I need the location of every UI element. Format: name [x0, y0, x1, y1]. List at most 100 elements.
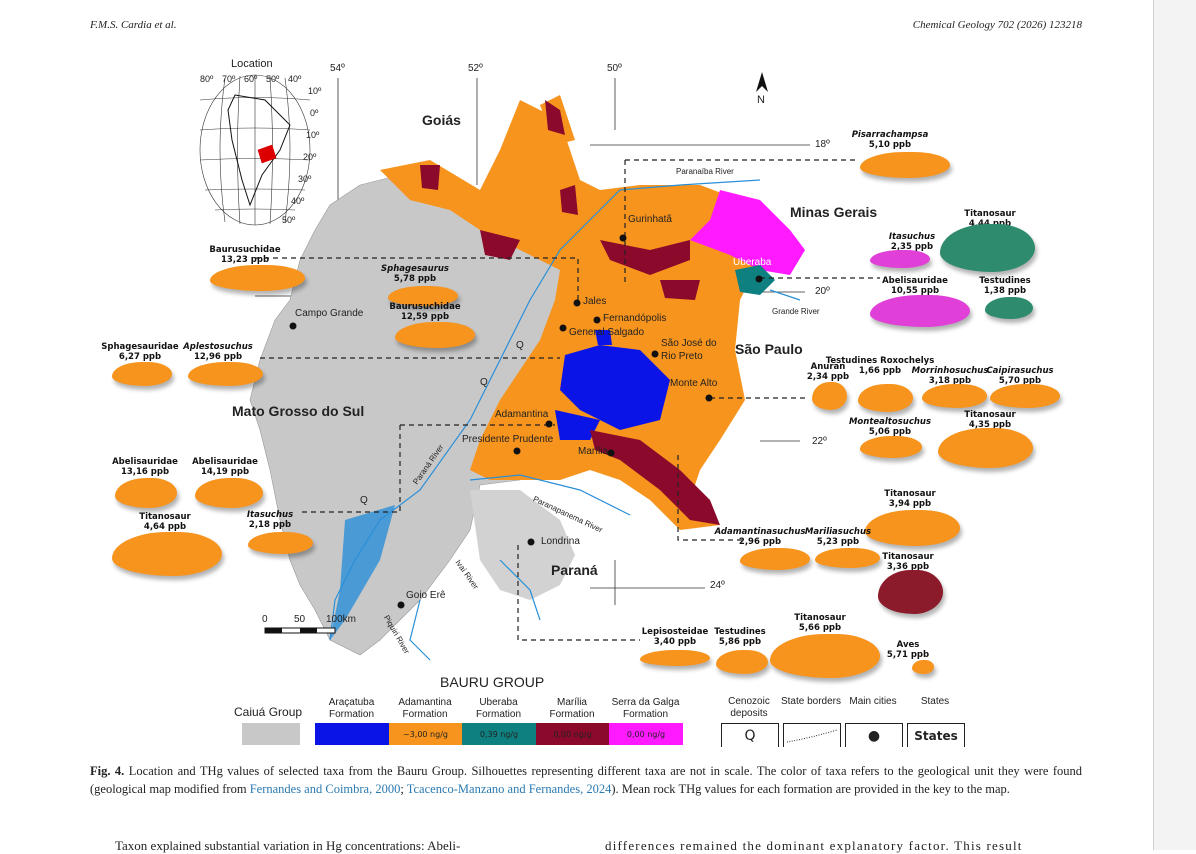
taxon-label: Itasuchus 2,18 ppb	[247, 510, 293, 530]
taxon-label: Titanosaur 4,64 ppb	[139, 512, 190, 532]
taxon-silhouette	[912, 660, 934, 674]
legend-symbol-label: Main cities	[849, 696, 897, 707]
taxon-name: Titanosaur	[882, 552, 934, 562]
longitude-label: 52º	[468, 63, 483, 74]
cenozoic-q-mark: Q	[480, 377, 488, 388]
body-text-right: differences remained the dominant explan…	[605, 838, 1023, 853]
legend-formation-swatch: 0,00 ng/g	[535, 723, 610, 745]
taxon-silhouette	[210, 265, 305, 291]
city-label: Fernandópolis	[603, 313, 667, 324]
taxon-silhouette	[878, 570, 943, 614]
legend-formation-label: Araçatuba Formation	[328, 697, 375, 720]
legend-formation-label: Adamantina Formation	[398, 697, 452, 720]
taxon-thg-value: 4,64 ppb	[143, 522, 187, 532]
taxon-silhouette	[195, 478, 263, 508]
taxon-name: Abelisauridae	[112, 457, 178, 467]
taxon-silhouette	[815, 548, 880, 568]
geological-map	[199, 72, 880, 661]
inset-lat-tick: 30º	[298, 174, 312, 184]
marilia-formation-areas	[420, 100, 720, 525]
reference-link[interactable]: Tcacenco-Manzano and Fernandes, 2024	[406, 782, 612, 796]
reference-link[interactable]: Fernandes and Coimbra, 2000	[249, 782, 401, 796]
taxon-label: Baurusuchidae 13,23 ppb	[209, 245, 280, 265]
north-label: N	[757, 94, 765, 106]
taxon-thg-value: 12,96 ppb	[193, 352, 243, 362]
legend-formation-swatch: 0,39 ng/g	[462, 723, 536, 745]
city-label: Marília	[578, 446, 609, 457]
inset-title: Location	[231, 58, 273, 70]
inset-lat-tick: 40º	[291, 196, 305, 206]
caption-text: Location and THg values of selected taxa…	[90, 764, 1083, 796]
taxon-name: Pisarrachampsa	[851, 130, 929, 140]
state-label: Minas Gerais	[790, 204, 878, 220]
running-header-authors: F.M.S. Cardia et al.	[90, 19, 177, 31]
city-label: São José do Rio Preto	[661, 338, 717, 362]
latitude-label: 20º	[815, 286, 830, 297]
taxon-label: Titanosaur 4,35 ppb	[964, 410, 1015, 430]
taxon-thg-value: 2,96 ppb	[738, 537, 782, 547]
taxon-label: Testudines 5,86 ppb	[714, 627, 765, 647]
taxon-silhouette	[938, 428, 1033, 468]
latitude-label: 18º	[815, 139, 830, 150]
taxon-name: Montealtosuchus	[848, 417, 932, 427]
scale-label: 100km	[326, 614, 357, 625]
taxon-name: Abelisauridae	[192, 457, 258, 467]
city-label: Monte Alto	[670, 378, 718, 389]
scale-label: 0	[262, 614, 268, 625]
taxon-label: Titanosaur 3,36 ppb	[882, 552, 933, 572]
taxon-label: Abelisauridae 14,19 ppb	[192, 457, 258, 477]
state-label: São Paulo	[735, 341, 803, 357]
legend-caiua-swatch	[242, 723, 300, 745]
taxon-thg-value: 5,66 ppb	[798, 623, 842, 633]
taxon-thg-value: 5,06 ppb	[868, 427, 912, 437]
city-label: Londrina	[541, 536, 580, 547]
taxon-silhouette	[188, 362, 263, 386]
inset-lat-tick: 10º	[308, 86, 322, 96]
taxon-thg-value: 5,71 ppb	[886, 650, 930, 660]
taxon-label: Testudines Roxochelys 1,66 ppb	[826, 356, 935, 376]
running-header-journal: Chemical Geology 702 (2026) 123218	[912, 19, 1082, 31]
taxon-label: Titanosaur 5,66 ppb	[794, 613, 845, 633]
adamantina-formation-area	[380, 100, 770, 530]
figure-caption: Fig. 4. Location and THg values of selec…	[90, 762, 1082, 798]
taxon-name: Itasuchus	[888, 232, 936, 242]
inset-lon-tick: 70º	[222, 74, 236, 84]
taxon-label: Morrinhosuchus 3,18 ppb	[912, 366, 989, 386]
taxon-thg-value: 5,86 ppb	[718, 637, 762, 647]
legend-symbol-box: Q	[721, 723, 779, 747]
taxon-name: Itasuchus	[246, 510, 294, 520]
taxon-name: Baurusuchidae	[389, 302, 461, 312]
taxon-name: Anuran	[810, 362, 846, 372]
taxon-silhouette	[112, 362, 172, 386]
cenozoic-q-mark: Q	[360, 495, 368, 506]
inset-lon-tick: 40º	[288, 74, 302, 84]
taxon-label: Caipirasuchus 5,70 ppb	[986, 366, 1053, 386]
taxon-silhouette	[858, 384, 913, 412]
state-label: Paraná	[551, 562, 598, 578]
taxon-silhouette	[860, 152, 950, 178]
taxon-label: Abelisauridae 13,16 ppb	[112, 457, 178, 477]
page-edge	[1153, 0, 1154, 850]
taxon-name: Mariliasuchus	[804, 527, 872, 537]
taxon-label: Aplestosuchus 12,96 ppb	[183, 342, 253, 362]
cenozoic-q-mark: Q	[516, 340, 524, 351]
scale-bar	[264, 627, 336, 634]
taxon-thg-value: 2,18 ppb	[248, 520, 292, 530]
taxon-thg-value: 1,66 ppb	[858, 366, 902, 376]
river-label: Paranaíba River	[676, 167, 734, 176]
inset-lat-tick: 50º	[282, 215, 296, 225]
latitude-label: 22º	[812, 436, 827, 447]
city-markers	[289, 234, 763, 609]
body-text-left: Taxon explained substantial variation in…	[115, 838, 461, 853]
taxon-name: Baurusuchidae	[209, 245, 281, 255]
taxon-label: Sphagesaurus 5,78 ppb	[381, 264, 449, 284]
river-label: Grande River	[772, 307, 820, 316]
taxon-thg-value: 2,34 ppb	[806, 372, 850, 382]
taxon-silhouette	[865, 510, 960, 546]
taxon-thg-value: 5,23 ppb	[816, 537, 860, 547]
inset-lat-tick: 10º	[306, 130, 320, 140]
taxon-thg-value: 3,18 ppb	[928, 376, 972, 386]
latitude-label: 24º	[710, 580, 725, 591]
taxon-thg-value: 3,36 ppb	[886, 562, 930, 572]
legend-formation-label: Serra da Galga Formation	[611, 697, 680, 720]
